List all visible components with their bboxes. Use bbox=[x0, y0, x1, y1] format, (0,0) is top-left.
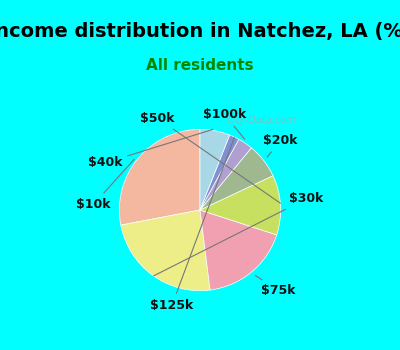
Text: $40k: $40k bbox=[88, 130, 213, 169]
Wedge shape bbox=[119, 130, 200, 225]
Text: Income distribution in Natchez, LA (%): Income distribution in Natchez, LA (%) bbox=[0, 22, 400, 41]
Text: $20k: $20k bbox=[263, 134, 298, 157]
Wedge shape bbox=[200, 130, 230, 210]
Text: City-Data.com: City-Data.com bbox=[227, 116, 296, 125]
Text: $10k: $10k bbox=[76, 159, 134, 211]
Text: $75k: $75k bbox=[255, 275, 296, 297]
Text: All residents: All residents bbox=[146, 58, 254, 73]
Text: $125k: $125k bbox=[150, 138, 234, 312]
Text: $100k: $100k bbox=[203, 108, 246, 139]
Wedge shape bbox=[121, 210, 210, 290]
Wedge shape bbox=[200, 210, 277, 290]
Wedge shape bbox=[200, 139, 252, 210]
Wedge shape bbox=[200, 176, 281, 235]
Wedge shape bbox=[200, 135, 239, 210]
Text: $50k: $50k bbox=[140, 112, 280, 203]
Text: $30k: $30k bbox=[154, 192, 324, 276]
Wedge shape bbox=[200, 148, 273, 210]
